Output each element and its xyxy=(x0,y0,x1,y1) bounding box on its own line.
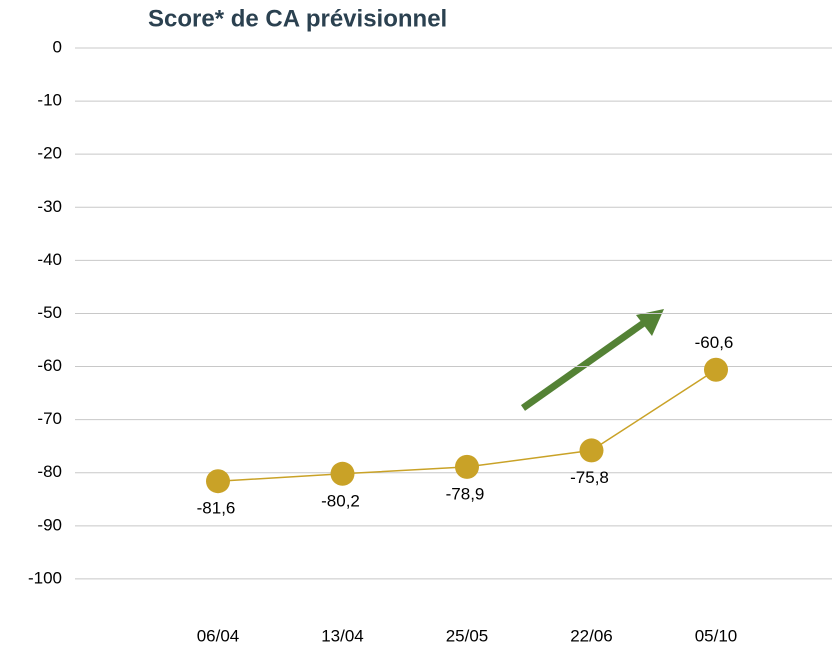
trend-arrow xyxy=(520,309,664,411)
y-tick-label: -80 xyxy=(37,462,62,481)
y-tick-label: 0 xyxy=(53,37,62,56)
y-tick-label: -10 xyxy=(37,91,62,110)
data-label: -80,2 xyxy=(321,491,360,510)
x-tick-label: 05/10 xyxy=(695,626,738,645)
y-tick-label: -70 xyxy=(37,409,62,428)
data-point xyxy=(455,454,479,479)
y-tick-label: -100 xyxy=(28,568,62,587)
y-tick-label: -40 xyxy=(37,250,62,269)
x-tick-label: 06/04 xyxy=(197,626,240,645)
x-tick-label: 22/06 xyxy=(570,626,613,645)
data-point xyxy=(704,357,728,382)
data-label: -60,6 xyxy=(695,333,734,352)
y-tick-label: -30 xyxy=(37,197,62,216)
data-point xyxy=(330,461,355,486)
data-point xyxy=(579,438,604,463)
x-tick-label: 13/04 xyxy=(321,626,364,645)
chart-title: Score* de CA prévisionnel xyxy=(148,5,447,32)
data-label: -75,8 xyxy=(570,468,609,487)
data-label: -78,9 xyxy=(446,484,485,503)
data-label: -81,6 xyxy=(197,499,236,518)
y-tick-label: -50 xyxy=(37,303,62,322)
y-tick-label: -20 xyxy=(37,144,62,163)
x-tick-label: 25/05 xyxy=(446,626,489,645)
y-tick-label: -60 xyxy=(37,356,62,375)
y-tick-label: -90 xyxy=(37,515,62,534)
data-point xyxy=(206,469,230,494)
